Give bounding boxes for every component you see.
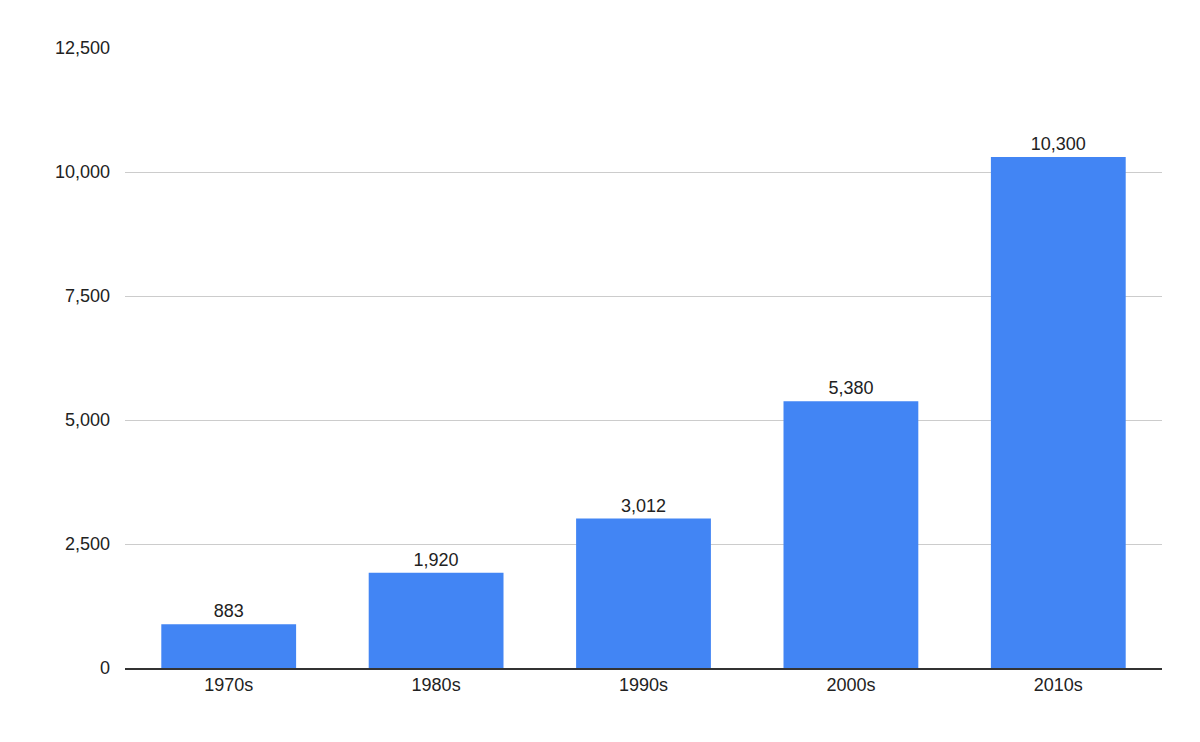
svg-text:5,380: 5,380 (828, 378, 873, 398)
svg-text:0: 0 (100, 658, 110, 678)
svg-text:10,000: 10,000 (55, 162, 110, 182)
svg-text:2010s: 2010s (1034, 675, 1083, 695)
svg-text:1990s: 1990s (619, 675, 668, 695)
svg-text:5,000: 5,000 (65, 410, 110, 430)
svg-text:1980s: 1980s (412, 675, 461, 695)
svg-text:2000s: 2000s (826, 675, 875, 695)
svg-text:3,012: 3,012 (621, 496, 666, 516)
svg-text:1970s: 1970s (204, 675, 253, 695)
svg-text:883: 883 (214, 601, 244, 621)
svg-text:12,500: 12,500 (55, 38, 110, 58)
svg-text:2,500: 2,500 (65, 534, 110, 554)
svg-text:7,500: 7,500 (65, 286, 110, 306)
svg-text:1,920: 1,920 (414, 550, 459, 570)
svg-text:10,300: 10,300 (1031, 134, 1086, 154)
